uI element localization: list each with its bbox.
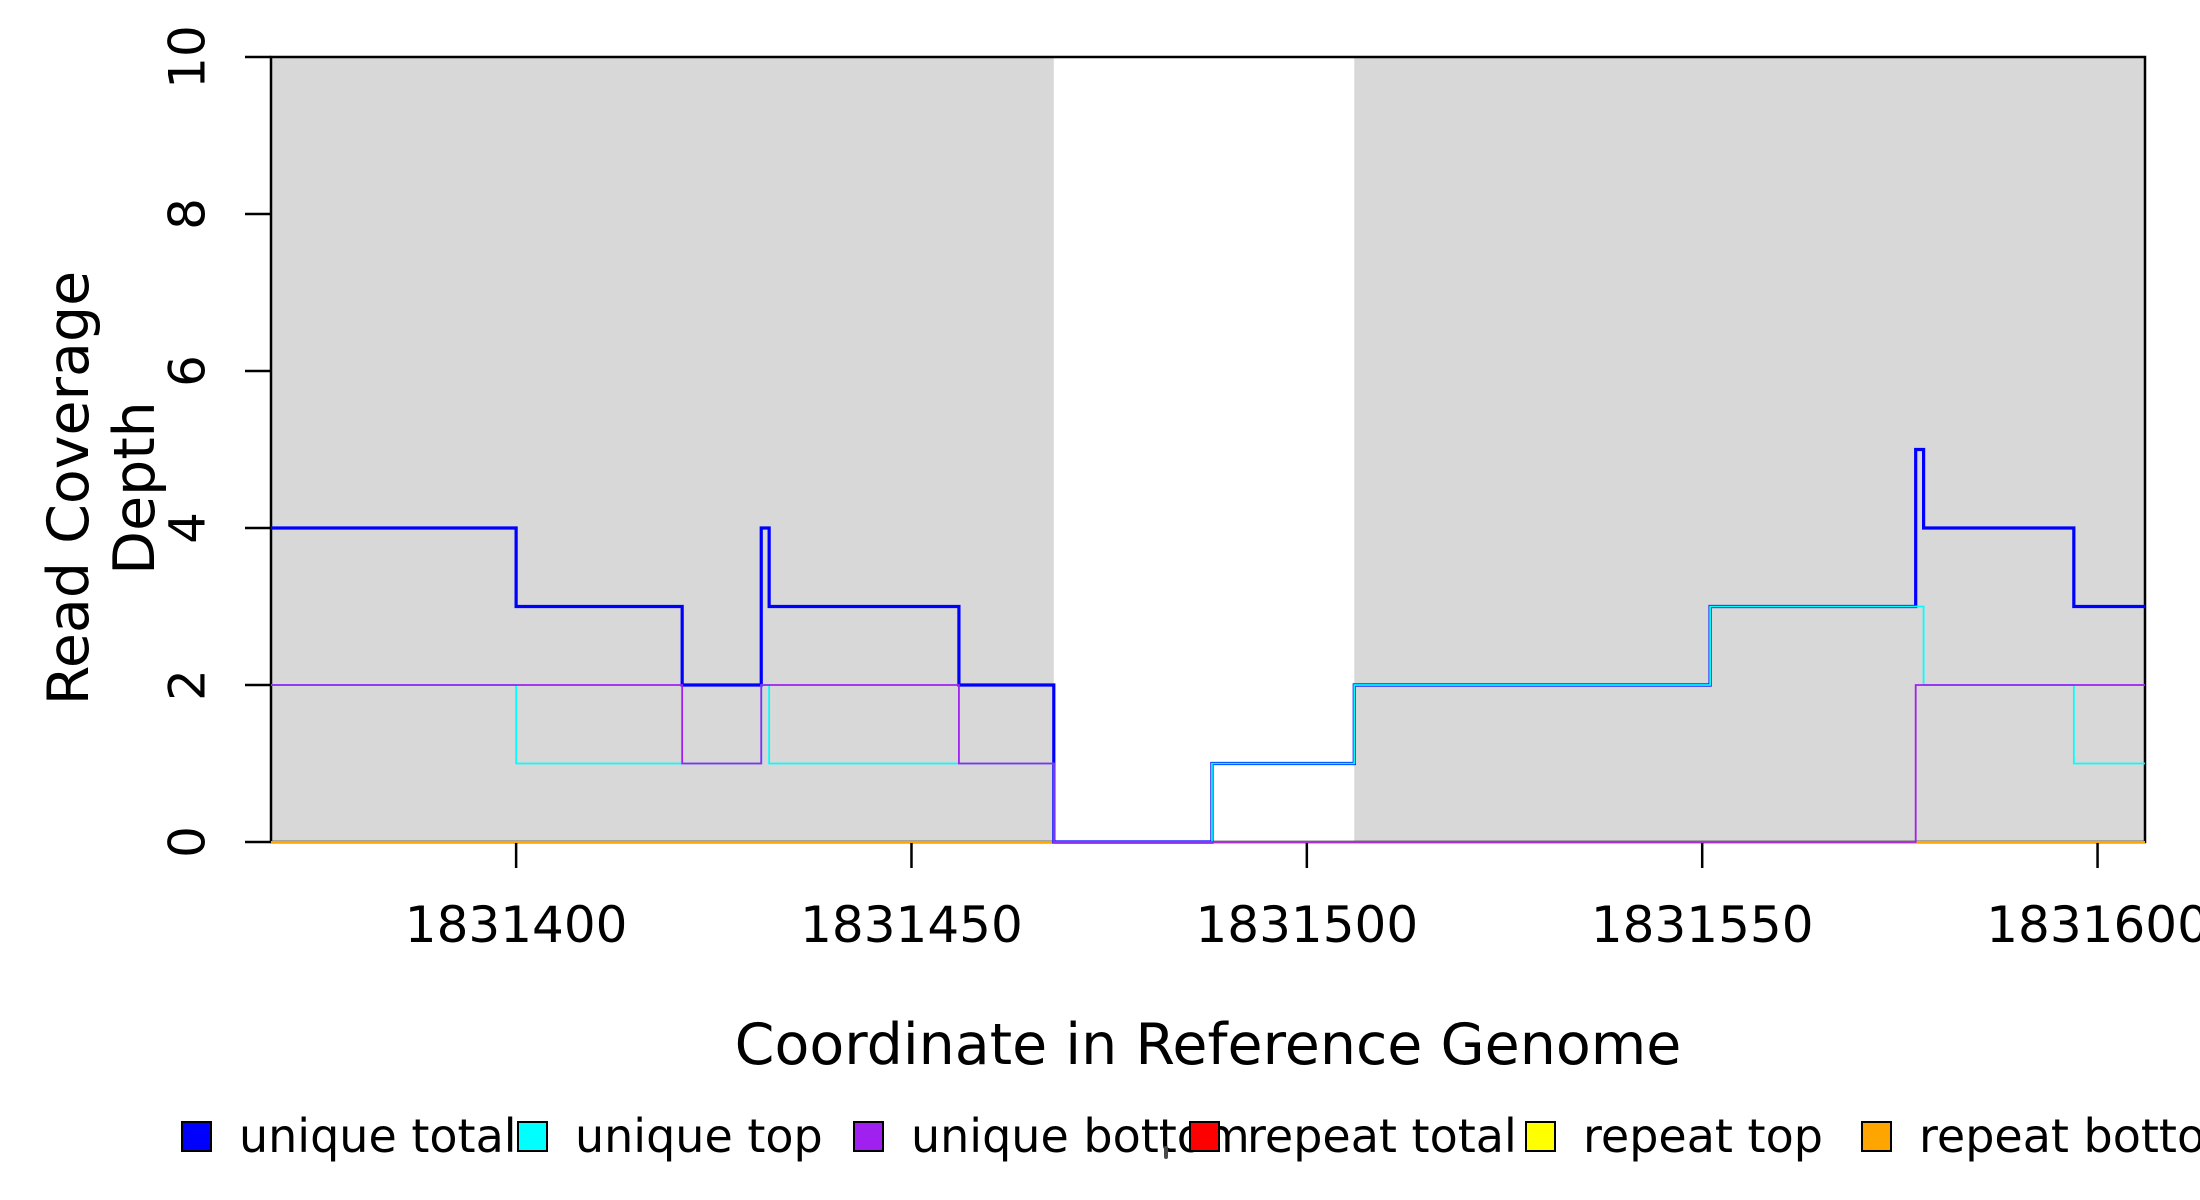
- legend-label: unique total: [239, 1109, 517, 1163]
- legend-swatch-unique-bottom: [853, 1120, 884, 1152]
- legend-swatch-unique-total: [181, 1120, 212, 1152]
- legend-item-repeat-bottom: repeat bottom: [1861, 1109, 2200, 1163]
- legend-swatch-repeat-top: [1525, 1120, 1556, 1152]
- shaded-band-1: [271, 57, 1054, 842]
- x-tick-label-1831450: 1831450: [800, 896, 1023, 954]
- y-tick-label-6: 6: [159, 355, 217, 387]
- legend-item-unique-total: unique total: [181, 1109, 517, 1163]
- y-tick-label-2: 2: [159, 669, 217, 701]
- legend-swatch-repeat-bottom: [1861, 1120, 1892, 1152]
- legend-label: repeat total: [1247, 1109, 1517, 1163]
- legend-label: repeat top: [1583, 1109, 1823, 1163]
- x-tick-label-1831500: 1831500: [1195, 896, 1418, 954]
- legend-item-repeat-total: repeat total: [1189, 1109, 1517, 1163]
- stray-tick-mark: [1164, 1146, 1168, 1159]
- legend-label: unique top: [575, 1109, 823, 1163]
- legend-swatch-unique-top: [517, 1120, 548, 1152]
- legend-label: repeat bottom: [1919, 1109, 2200, 1163]
- shaded-band-2: [1354, 57, 2145, 842]
- y-tick-label-8: 8: [159, 198, 217, 230]
- y-tick-label-4: 4: [159, 512, 217, 544]
- x-tick-label-1831600: 1831600: [1986, 896, 2200, 954]
- x-tick-label-1831550: 1831550: [1591, 896, 1814, 954]
- y-tick-label-0: 0: [159, 826, 217, 858]
- legend-item-repeat-top: repeat top: [1525, 1109, 1823, 1163]
- x-axis-title: Coordinate in Reference Genome: [734, 1012, 1682, 1078]
- x-tick-label-1831400: 1831400: [405, 896, 628, 954]
- legend-swatch-repeat-total: [1189, 1120, 1220, 1152]
- legend-item-unique-top: unique top: [517, 1109, 823, 1163]
- y-tick-label-10: 10: [159, 25, 217, 89]
- series-unique-bottom: [271, 684, 2145, 843]
